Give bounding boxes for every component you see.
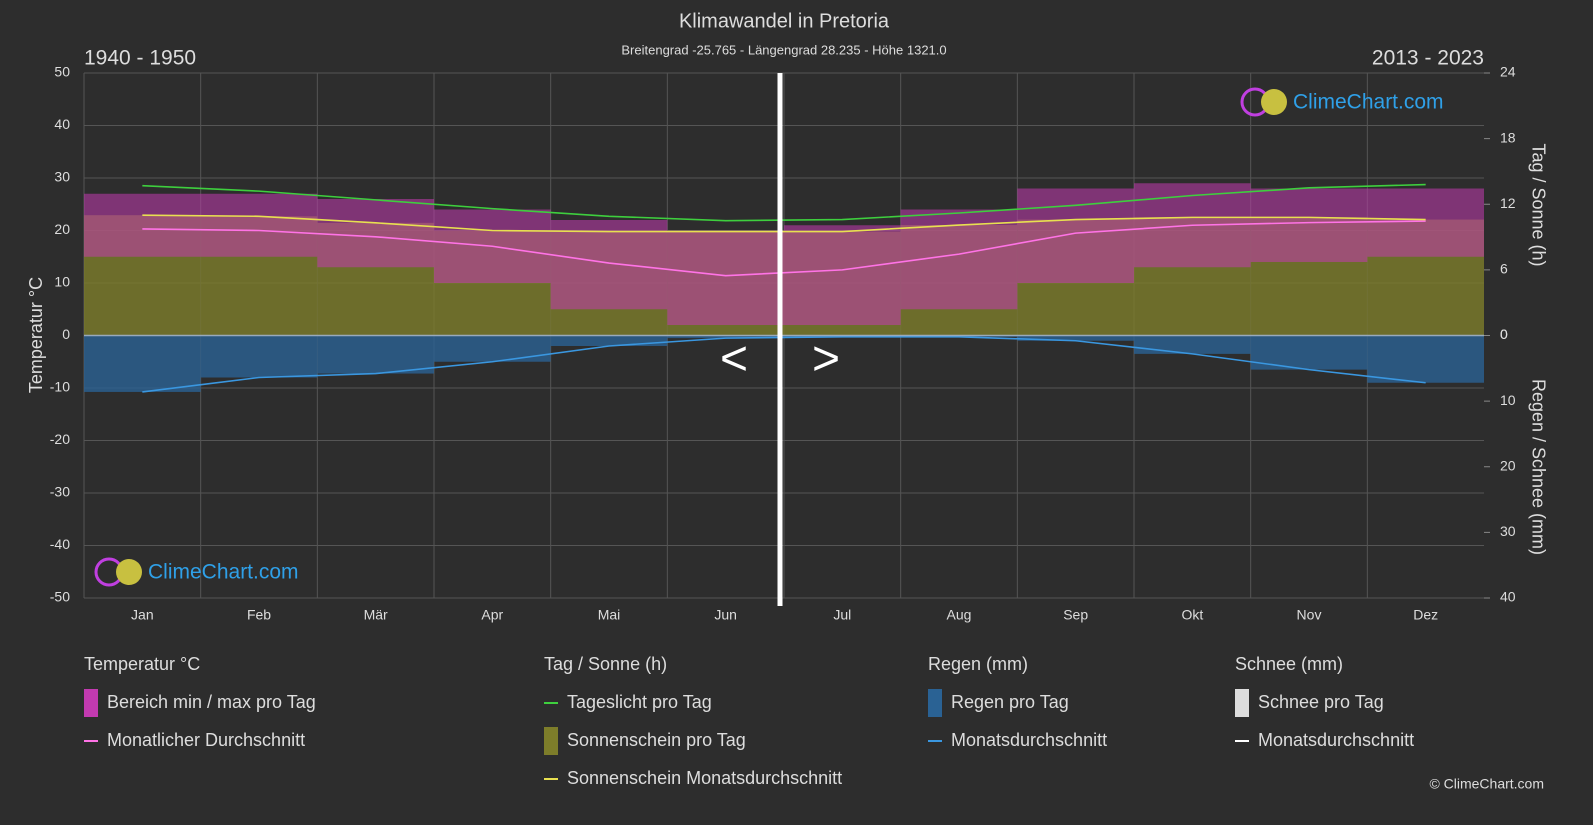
legend-title: Schnee (mm)	[1235, 654, 1343, 674]
y-tick-label: 10	[54, 274, 70, 290]
y-axis-label: Temperatur °C	[26, 277, 46, 393]
x-tick-label: Mär	[364, 607, 388, 623]
chart-title: Klimawandel in Pretoria	[679, 10, 890, 32]
logo-sun	[1261, 89, 1287, 115]
range-bar	[317, 199, 434, 268]
legend-label: Tageslicht pro Tag	[567, 692, 712, 712]
x-tick-label: Jan	[131, 607, 154, 623]
range-bar	[200, 193, 318, 257]
y2-tick-label: 24	[1500, 64, 1516, 80]
x-tick-label: Okt	[1181, 607, 1203, 623]
line	[142, 220, 1426, 277]
bar	[84, 335, 201, 392]
bar	[667, 335, 784, 339]
logo-text: ClimeChart.com	[148, 561, 299, 584]
range-bar	[784, 225, 901, 325]
y-tick-label: -50	[50, 589, 70, 605]
nav-prev[interactable]: <	[720, 333, 748, 386]
x-tick-label: Apr	[481, 607, 503, 623]
y-tick-label: 50	[54, 64, 70, 80]
y-tick-label: 0	[62, 326, 70, 342]
y3-tick-label: 0	[1500, 326, 1508, 342]
chart-subtitle: Breitengrad -25.765 - Längengrad 28.235 …	[621, 42, 946, 57]
x-tick-label: Dez	[1413, 607, 1438, 623]
bar	[1017, 335, 1134, 341]
y2-tick-label: 0	[1500, 326, 1508, 342]
range-bar	[667, 230, 784, 325]
y-tick-label: -10	[50, 379, 70, 395]
line	[142, 336, 1426, 393]
bar	[200, 335, 318, 378]
y-tick-label: 40	[54, 116, 70, 132]
bar	[434, 335, 551, 362]
y-tick-label: 20	[54, 221, 70, 237]
range-bar	[84, 193, 201, 257]
legend-label: Sonnenschein pro Tag	[567, 730, 746, 750]
bar	[317, 335, 434, 374]
logo-top: ClimeChart.com	[1240, 87, 1444, 117]
legend-label: Schnee pro Tag	[1258, 692, 1384, 712]
y2-tick-label: 6	[1500, 261, 1508, 277]
y3-axis-label: Regen / Schnee (mm)	[1528, 379, 1548, 555]
period-left: 1940 - 1950	[84, 47, 196, 70]
logo-bottom: ClimeChart.com	[94, 557, 299, 587]
legend-swatch	[84, 689, 98, 717]
legend-label: Bereich min / max pro Tag	[107, 692, 316, 712]
bar	[1367, 335, 1484, 383]
x-tick-label: Jun	[714, 607, 737, 623]
plot-area: -50-40-30-20-100102030405006121824010203…	[50, 64, 1516, 623]
y3-tick-label: 20	[1500, 457, 1516, 473]
y-tick-label: -20	[50, 431, 70, 447]
range-bar	[1367, 188, 1484, 257]
legend-swatch	[544, 727, 558, 755]
y-tick-label: -40	[50, 536, 70, 552]
period-right: 2013 - 2023	[1372, 47, 1484, 70]
legend-title: Regen (mm)	[928, 654, 1028, 674]
y3-tick-label: 30	[1500, 523, 1516, 539]
y3-tick-label: 10	[1500, 392, 1516, 408]
x-tick-label: Feb	[247, 607, 271, 623]
legend: Temperatur °C Bereich min / max pro Tag Mo…	[84, 654, 1414, 788]
bar	[550, 335, 668, 346]
legend-label: Regen pro Tag	[951, 692, 1069, 712]
legend-label: Monatsdurchschnitt	[1258, 730, 1414, 750]
legend-label: Monatsdurchschnitt	[951, 730, 1107, 750]
x-tick-label: Nov	[1297, 607, 1322, 623]
legend-label: Monatlicher Durchschnitt	[107, 730, 305, 750]
logo-sun	[116, 559, 142, 585]
y3-tick-label: 40	[1500, 589, 1516, 605]
legend-swatch	[1235, 689, 1249, 717]
range-bar	[1250, 188, 1368, 262]
y-tick-label: 30	[54, 169, 70, 185]
x-tick-label: Jul	[833, 607, 851, 623]
y2-axis-label: Tag / Sonne (h)	[1528, 143, 1548, 266]
line	[142, 183, 1426, 222]
x-tick-label: Mai	[598, 607, 621, 623]
nav-next[interactable]: >	[812, 333, 840, 386]
copyright: © ClimeChart.com	[1429, 776, 1544, 792]
line	[142, 214, 1426, 233]
logo-text: ClimeChart.com	[1293, 91, 1444, 114]
range-bar	[550, 220, 668, 310]
legend-swatch	[928, 689, 942, 717]
y2-tick-label: 12	[1500, 195, 1516, 211]
range-bar	[1017, 188, 1134, 283]
y2-tick-label: 18	[1500, 129, 1516, 145]
y-tick-label: -30	[50, 484, 70, 500]
bar	[1134, 335, 1251, 354]
legend-title: Tag / Sonne (h)	[544, 654, 667, 674]
x-tick-label: Aug	[947, 607, 972, 623]
x-tick-label: Sep	[1063, 607, 1088, 623]
legend-title: Temperatur °C	[84, 654, 200, 674]
legend-label: Sonnenschein Monatsdurchschnitt	[567, 768, 842, 788]
